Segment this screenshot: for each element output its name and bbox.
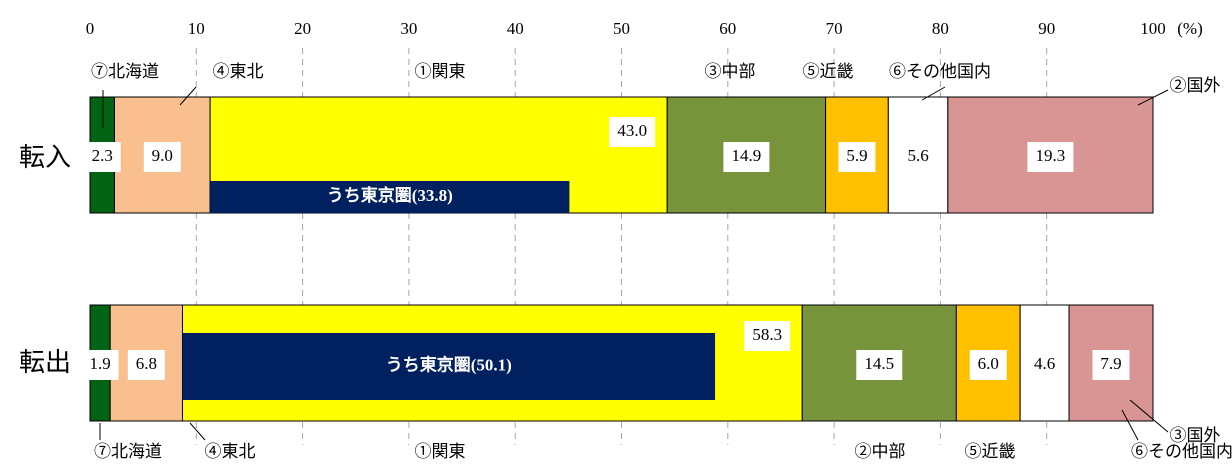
x-tick-label: 40 (507, 19, 524, 38)
unit-label: (%) (1177, 19, 1202, 38)
value-label: 19.3 (1036, 146, 1066, 165)
bar-segment (825, 96, 889, 214)
x-tick-label: 90 (1038, 19, 1055, 38)
value-label-box (1026, 350, 1064, 380)
value-label-box (856, 350, 903, 380)
value-label: 4.6 (1034, 354, 1055, 373)
segment-label: ①関東 (415, 442, 466, 461)
segment-label: ⑤近畿 (965, 442, 1016, 461)
segment-label: ⑥その他国内 (889, 62, 991, 81)
segment-label: ①関東 (415, 62, 466, 81)
value-label-box (609, 117, 656, 147)
segment-label: ②中部 (855, 442, 906, 461)
x-tick-label: 30 (400, 19, 417, 38)
value-label: 6.8 (136, 354, 157, 373)
value-label: 5.6 (907, 146, 928, 165)
leader-line (1121, 409, 1139, 441)
value-label-box (744, 321, 791, 351)
value-label: 43.0 (617, 121, 647, 140)
x-tick-label: 60 (719, 19, 736, 38)
segment-label: ⑤近畿 (803, 62, 854, 81)
inset-bar (182, 333, 716, 400)
segment-label: ③国外 (1170, 426, 1221, 445)
segment-label: ④東北 (213, 62, 264, 81)
segment-label: ②国外 (1170, 76, 1221, 95)
segment-label: ④東北 (205, 442, 256, 461)
leader-line (189, 422, 206, 441)
value-label: 1.9 (89, 354, 110, 373)
inset-label: うち東京圏(50.1) (386, 354, 512, 374)
value-label: 9.0 (152, 146, 173, 165)
segment-label: ⑦北海道 (91, 62, 159, 81)
value-label: 7.9 (1100, 354, 1121, 373)
x-tick-label: 0 (86, 19, 95, 38)
value-label: 58.3 (752, 325, 782, 344)
x-tick-label: 70 (826, 19, 843, 38)
segment-label: ⑦北海道 (94, 442, 162, 461)
value-label-box (838, 142, 876, 172)
x-tick-label: 80 (932, 19, 949, 38)
value-label: 14.5 (864, 354, 894, 373)
segment-label: ③中部 (705, 62, 756, 81)
leader-line (179, 86, 197, 106)
inset-bar (210, 181, 570, 213)
value-label-box (1092, 350, 1130, 380)
category-label: 転入 (19, 143, 71, 172)
leader-line (1137, 89, 1169, 106)
value-label: 14.9 (732, 146, 762, 165)
inset-label: うち東京圏(33.8) (327, 185, 453, 205)
leader-line (1129, 399, 1169, 433)
x-tick-label: 20 (294, 19, 311, 38)
x-tick-label: 10 (188, 19, 205, 38)
leader-line (921, 86, 946, 101)
value-label: 6.0 (978, 354, 999, 373)
segment-label: ⑥その他国内 (1131, 442, 1232, 461)
value-label-box (1027, 142, 1074, 172)
value-label-box (127, 350, 165, 380)
x-tick-label: 100 (1140, 19, 1166, 38)
value-label-box (969, 350, 1007, 380)
x-tick-label: 50 (613, 19, 630, 38)
value-label-box (899, 142, 937, 172)
category-label: 転出 (19, 348, 71, 377)
value-label-box (143, 142, 181, 172)
value-label: 5.9 (846, 146, 867, 165)
value-label-box (81, 350, 119, 380)
value-label-box (723, 142, 770, 172)
value-label: 2.3 (92, 146, 113, 165)
value-label-box (83, 142, 121, 172)
